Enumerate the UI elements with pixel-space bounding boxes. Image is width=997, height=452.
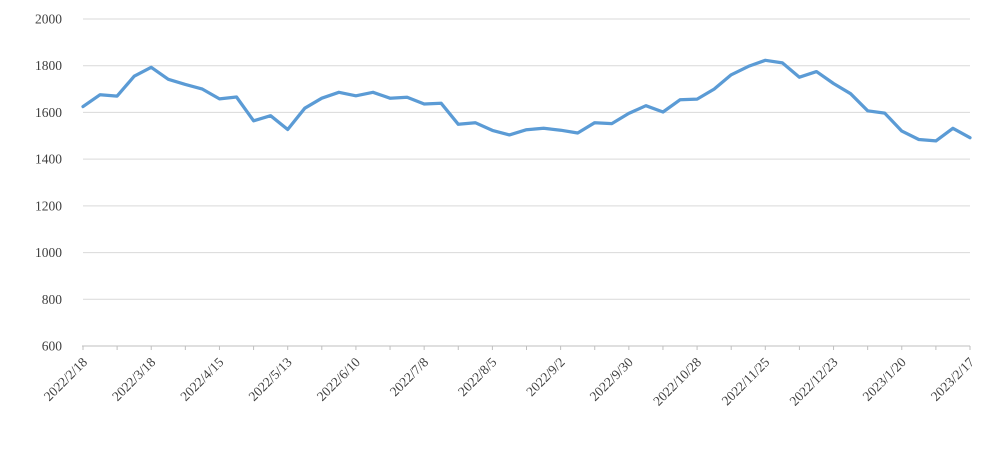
x-axis-tick-label: 2023/1/20 <box>860 354 909 403</box>
x-axis-tick-label: 2022/7/8 <box>387 354 432 399</box>
x-axis-tick-label: 2022/11/25 <box>719 354 773 408</box>
x-axis-tick-label: 2022/10/28 <box>650 354 704 408</box>
y-axis-tick-label: 2000 <box>35 12 62 27</box>
x-axis-tick-label: 2022/9/2 <box>523 355 568 400</box>
y-axis-tick-label: 1000 <box>35 245 62 260</box>
x-axis-tick-label: 2022/9/30 <box>587 354 636 403</box>
y-axis-tick-label: 1600 <box>35 105 62 120</box>
y-axis-tick-label: 1800 <box>35 58 62 73</box>
y-axis-tick-label: 600 <box>42 339 63 354</box>
x-axis-tick-label: 2022/3/18 <box>109 354 158 403</box>
y-axis-tick-label: 1200 <box>35 198 62 213</box>
series-line <box>81 58 972 143</box>
x-axis-tick-label: 2022/5/13 <box>245 354 294 403</box>
y-axis-tick-label: 800 <box>42 292 63 307</box>
x-axis-tick-label: 2022/2/18 <box>41 354 90 403</box>
x-axis-tick-label: 2022/4/15 <box>177 354 226 403</box>
x-axis-tick-label: 2022/8/5 <box>455 354 500 399</box>
x-axis-tick-label: 2022/12/23 <box>787 354 841 408</box>
y-axis-tick-label: 1400 <box>35 152 62 167</box>
x-axis-tick-label: 2023/2/17 <box>928 354 977 403</box>
x-axis-tick-label: 2022/6/10 <box>314 354 363 403</box>
